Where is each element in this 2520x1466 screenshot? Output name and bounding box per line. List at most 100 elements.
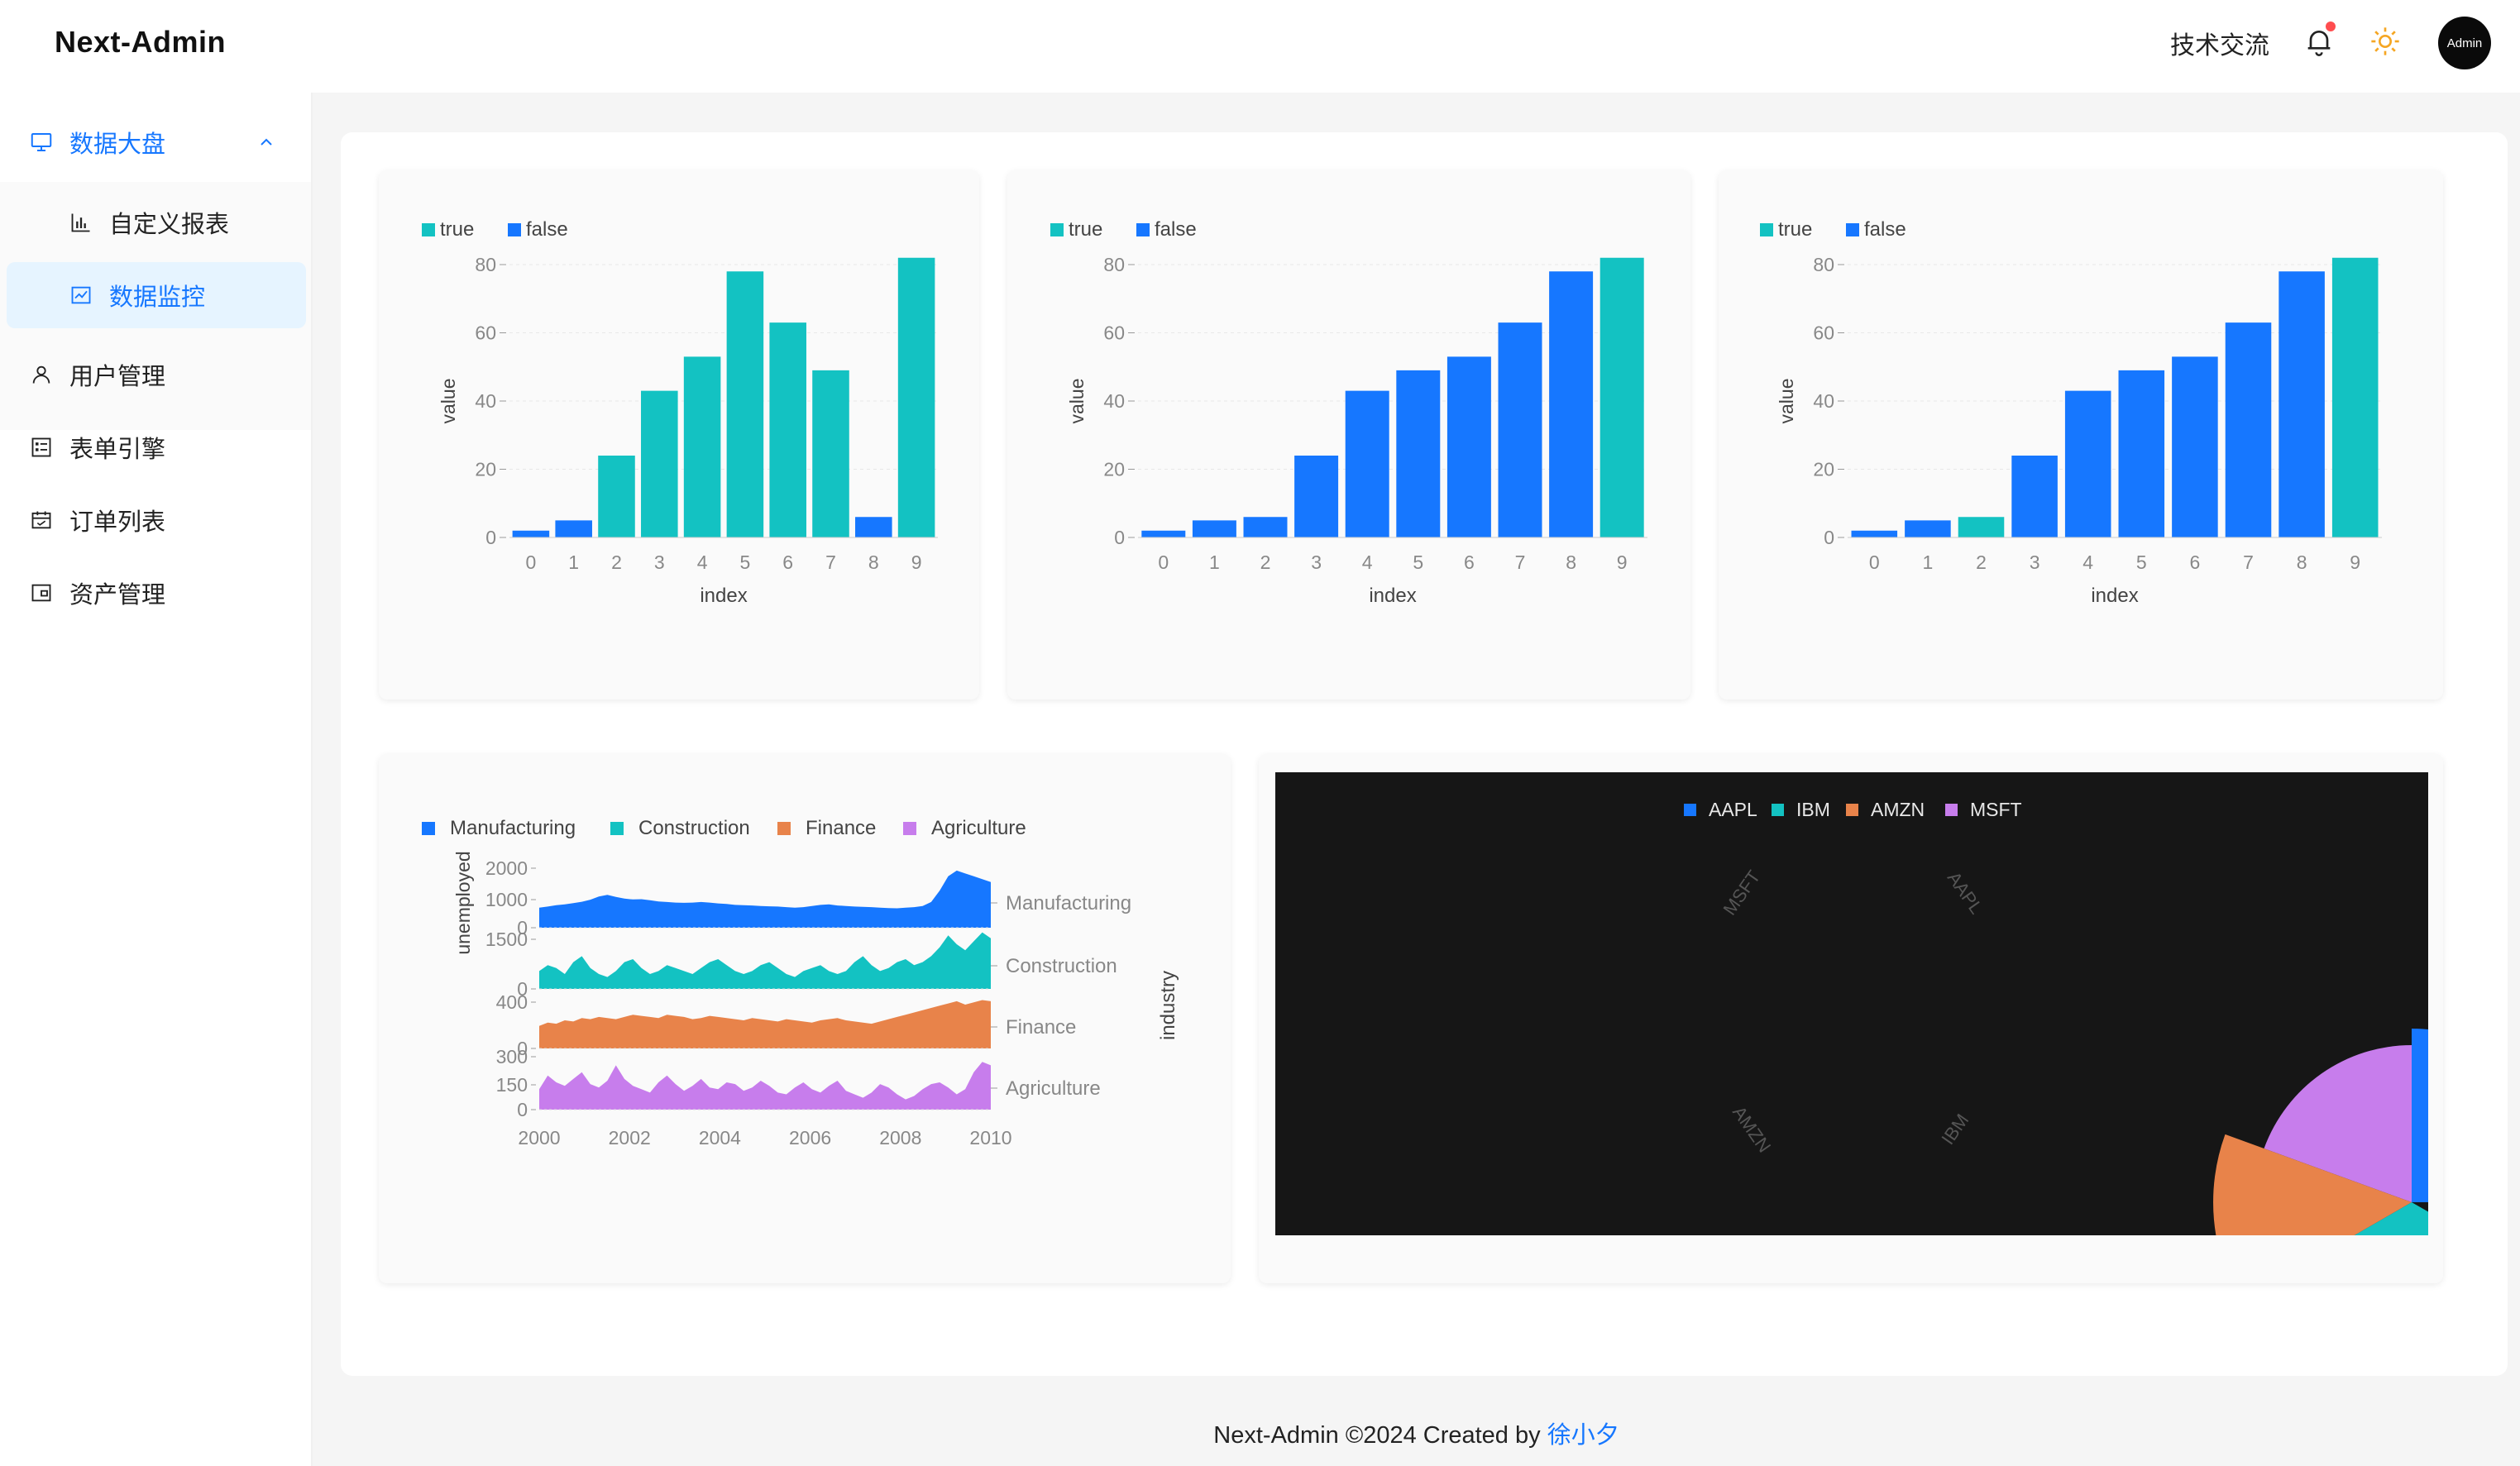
bar <box>1498 322 1542 537</box>
sidebar-item-dashboard[interactable]: 数据大盘 <box>0 109 308 175</box>
y-tick-label: 0 <box>517 1099 528 1120</box>
app-logo[interactable]: Next-Admin <box>55 25 227 59</box>
pie-slice-aapl <box>2412 1029 2428 1202</box>
legend-label: AMZN <box>1871 799 1925 820</box>
x-tick-label: 2 <box>1260 552 1271 573</box>
legend-swatch-false <box>1136 223 1150 236</box>
y-axis-label: unemployed <box>452 851 474 954</box>
x-tick-label: 8 <box>2297 552 2307 573</box>
x-tick-label: 9 <box>1617 552 1628 573</box>
bar <box>726 271 764 537</box>
area-series-manufacturing <box>539 870 991 928</box>
y-tick-label: 20 <box>1103 459 1125 480</box>
x-tick-label: 6 <box>1464 552 1475 573</box>
legend-swatch <box>1945 804 1958 816</box>
bar <box>1243 517 1288 537</box>
sun-icon[interactable] <box>2369 25 2402 58</box>
x-tick-label: 6 <box>782 552 793 573</box>
x-tick-label: 2 <box>1976 552 1987 573</box>
x-tick-label: 2008 <box>879 1127 921 1148</box>
bar-chart-card-1: true false 0 20 40 60 80 value 0 1 2 3 4 5 6 7 8 9 index <box>379 170 979 700</box>
pie-chart[interactable]: AAPL IBM AMZN MSFT MSFT AAPL AMZN IBM <box>1275 772 2428 1235</box>
bar-chart-card-2: true false 0 20 40 60 80 value 0 1 2 3 4 5 6 7 8 9 index <box>1007 170 1690 700</box>
notification-badge <box>2326 21 2336 31</box>
x-tick-label: 2000 <box>518 1127 560 1148</box>
legend-swatch <box>422 822 435 835</box>
bar-chart-2[interactable]: true false 0 20 40 60 80 value 0 1 2 3 4 5 6 7 8 9 index <box>1007 170 1690 700</box>
footer-author-link[interactable]: 徐小夕 <box>1547 1422 1619 1449</box>
x-tick-label: 3 <box>654 552 665 573</box>
legend-swatch-false <box>1846 223 1859 236</box>
sidebar-item-label: 用户管理 <box>69 364 166 390</box>
stacked-area-chart[interactable]: Manufacturing Construction Finance Agricult… <box>379 754 1231 1283</box>
sidebar-item-custom-report[interactable]: 自定义报表 <box>0 189 308 255</box>
y-axis-label: value <box>438 379 459 424</box>
bar <box>2225 322 2272 537</box>
bar <box>641 390 678 537</box>
sidebar-item-data-monitor[interactable]: 数据监控 <box>7 262 306 328</box>
area-series-finance <box>539 1000 991 1048</box>
bar <box>1851 530 1898 537</box>
bar <box>1446 356 1491 537</box>
x-axis-label: index <box>1369 585 1416 607</box>
sidebar-item-orders[interactable]: 订单列表 <box>0 487 308 553</box>
y-tick-label: 60 <box>475 322 496 344</box>
y-tick-label: 1500 <box>485 929 528 950</box>
bar <box>2279 271 2325 537</box>
sidebar-item-assets[interactable]: 资产管理 <box>0 560 308 626</box>
sidebar-item-users[interactable]: 用户管理 <box>0 341 308 408</box>
x-tick-label: 8 <box>1566 552 1576 573</box>
sidebar-item-label: 自定义报表 <box>109 212 230 238</box>
wallet-icon <box>28 580 55 606</box>
bar <box>555 520 592 537</box>
bar-chart-icon <box>68 209 94 236</box>
y-tick-label: 40 <box>1103 390 1125 412</box>
slice-label: AMZN <box>1729 1102 1775 1156</box>
slice-label: IBM <box>1937 1110 1972 1148</box>
bar-chart-1[interactable]: true false 0 20 40 60 80 value 0 1 2 3 4 5 6 7 8 9 index <box>379 170 979 700</box>
y-tick-label: 60 <box>1813 322 1834 344</box>
legend-label: Manufacturing <box>450 817 576 839</box>
footer-text: Next-Admin ©2024 Created by <box>1213 1422 1541 1449</box>
y-tick-label: 0 <box>485 527 496 548</box>
sidebar-item-label: 数据监控 <box>109 284 206 311</box>
chevron-up-icon[interactable] <box>256 132 276 152</box>
x-axis-label: index <box>700 585 747 607</box>
top-header: Next-Admin 技术交流 Admin <box>0 0 2520 93</box>
legend-swatch <box>1684 804 1696 816</box>
legend-swatch-false <box>508 223 521 236</box>
x-tick-label: 5 <box>1413 552 1423 573</box>
bar <box>2331 257 2379 537</box>
footer: Next-Admin ©2024 Created by 徐小夕 <box>313 1416 2520 1450</box>
form-icon <box>28 434 55 461</box>
y-tick-label: 0 <box>517 978 528 1000</box>
monitor-icon <box>28 129 55 155</box>
legend-label-true: true <box>1778 218 1812 241</box>
slice-label: AAPL <box>1944 867 1987 917</box>
sidebar-item-label: 订单列表 <box>69 509 166 536</box>
x-tick-label: 0 <box>1158 552 1169 573</box>
y-tick-label: 40 <box>1813 390 1834 412</box>
y-tick-label: 80 <box>1103 254 1125 275</box>
bar <box>2011 456 2058 537</box>
y-tick-label: 150 <box>496 1074 528 1096</box>
x-tick-label: 8 <box>868 552 879 573</box>
legend-label-false: false <box>526 218 568 241</box>
x-tick-label: 7 <box>1515 552 1526 573</box>
x-tick-label: 5 <box>2136 552 2147 573</box>
x-tick-label: 1 <box>1209 552 1220 573</box>
x-tick-label: 9 <box>2350 552 2360 573</box>
bar-chart-3[interactable]: true false 0 20 40 60 80 value 0 1 2 3 4 5 6 7 8 9 index <box>1719 170 2443 700</box>
avatar[interactable]: Admin <box>2438 17 2491 69</box>
x-tick-label: 4 <box>697 552 708 573</box>
x-tick-label: 6 <box>2190 552 2201 573</box>
bell-icon[interactable] <box>2302 25 2336 58</box>
legend-label: Finance <box>806 817 876 839</box>
area-chart-card: Manufacturing Construction Finance Agricult… <box>379 754 1231 1283</box>
x-tick-label: 2004 <box>699 1127 741 1148</box>
tech-exchange-link[interactable]: 技术交流 <box>2170 32 2269 60</box>
legend-label: IBM <box>1796 799 1830 820</box>
sidebar-item-form-engine[interactable]: 表单引擎 <box>0 414 308 480</box>
legend-label-true: true <box>440 218 474 241</box>
x-tick-label: 2 <box>611 552 622 573</box>
